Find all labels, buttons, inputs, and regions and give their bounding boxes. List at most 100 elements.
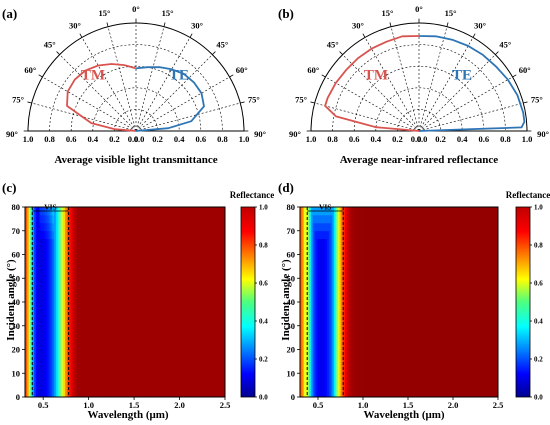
heat-cell — [368, 238, 371, 247]
heat-cell — [460, 278, 463, 287]
heat-cell — [197, 365, 200, 374]
series-TE-line — [418, 35, 526, 132]
heat-cell — [72, 365, 75, 374]
heat-cell — [157, 230, 160, 240]
heat-cell — [41, 238, 44, 247]
heat-cell — [312, 302, 315, 311]
heat-cell — [132, 222, 135, 232]
x-axis-title: Average visible light transmittance — [54, 154, 217, 166]
heat-cell — [456, 302, 459, 311]
heat-cell — [305, 317, 308, 327]
heat-cell — [417, 222, 420, 232]
heat-cell — [453, 373, 456, 382]
heat-cell — [339, 286, 342, 295]
heat-cell — [57, 278, 60, 287]
heat-cell — [445, 294, 448, 303]
heat-cell — [132, 373, 135, 382]
heat-cell — [364, 365, 367, 374]
heat-cell — [303, 309, 306, 319]
heat-cell — [106, 254, 110, 263]
heat-cell — [427, 278, 430, 287]
heat-cell — [445, 333, 448, 342]
heat-cell — [370, 381, 373, 390]
heat-cell — [117, 246, 120, 255]
heat-cell — [397, 214, 400, 224]
heat-cell — [330, 294, 333, 303]
heat-cell — [168, 349, 171, 358]
heat-cell — [63, 341, 66, 350]
heat-cell — [440, 278, 443, 287]
heat-cell — [327, 222, 330, 232]
heat-cell — [79, 333, 82, 342]
heat-cell — [97, 317, 100, 327]
heat-cell — [181, 230, 184, 240]
heat-cell — [350, 349, 353, 358]
heat-cell — [52, 294, 55, 303]
heat-cell — [301, 302, 304, 311]
heat-cell — [45, 325, 48, 335]
heat-cell — [444, 238, 447, 247]
heat-cell — [52, 246, 55, 255]
heat-cell — [35, 357, 39, 366]
heat-cell — [119, 373, 122, 382]
heat-cell — [175, 365, 179, 374]
heat-cell — [221, 270, 224, 279]
heat-cell — [357, 230, 360, 240]
heat-cell — [363, 270, 366, 279]
heat-cell — [361, 365, 364, 374]
heat-cell — [26, 262, 30, 271]
heat-cell — [203, 373, 206, 382]
heat-cell — [35, 309, 39, 319]
heat-cell — [66, 357, 70, 366]
heat-cell — [166, 270, 170, 279]
heat-cell — [54, 286, 57, 295]
heat-cell — [101, 325, 104, 335]
heat-cell — [300, 230, 303, 240]
heat-cell — [361, 333, 364, 342]
heat-cell — [159, 286, 162, 295]
heat-cell — [179, 254, 182, 263]
heat-cell — [348, 207, 351, 216]
heat-cell — [433, 317, 436, 327]
heat-cell — [370, 357, 373, 366]
heat-cell — [57, 238, 60, 247]
heat-cell — [165, 207, 168, 216]
heat-cell — [30, 222, 33, 232]
heat-cell — [341, 214, 344, 224]
heat-cell — [95, 230, 99, 240]
heat-cell — [393, 317, 396, 327]
heat-cell — [319, 230, 322, 240]
heat-cell — [39, 270, 42, 279]
heat-cell — [214, 302, 217, 311]
heat-cell — [114, 302, 117, 311]
heat-cell — [181, 373, 184, 382]
heat-cell — [453, 325, 456, 335]
heat-cell — [155, 262, 159, 271]
heat-cell — [55, 317, 59, 327]
series-TE-line — [135, 66, 205, 132]
heat-cell — [341, 254, 344, 263]
heat-cell — [55, 302, 59, 311]
heat-cell — [85, 349, 88, 358]
heat-cell — [334, 381, 337, 390]
heat-cell — [152, 349, 155, 358]
heat-cell — [454, 389, 457, 398]
heat-cell — [88, 341, 91, 350]
heat-cell — [314, 389, 317, 398]
heat-cell — [206, 214, 210, 224]
heat-cell — [25, 302, 28, 311]
heat-cell — [81, 309, 84, 319]
heat-cell — [404, 333, 407, 342]
heat-cell — [126, 357, 130, 366]
heat-cell — [212, 278, 215, 287]
angle-tick-label: 90° — [254, 129, 266, 139]
heat-cell — [384, 309, 387, 319]
heat-cell — [34, 270, 37, 279]
heat-cell — [402, 325, 405, 335]
heat-cell — [328, 294, 331, 303]
heat-cell — [339, 222, 342, 232]
heat-cell — [354, 286, 357, 295]
heat-cell — [157, 278, 160, 287]
heat-cell — [26, 286, 30, 295]
heat-cell — [132, 278, 135, 287]
